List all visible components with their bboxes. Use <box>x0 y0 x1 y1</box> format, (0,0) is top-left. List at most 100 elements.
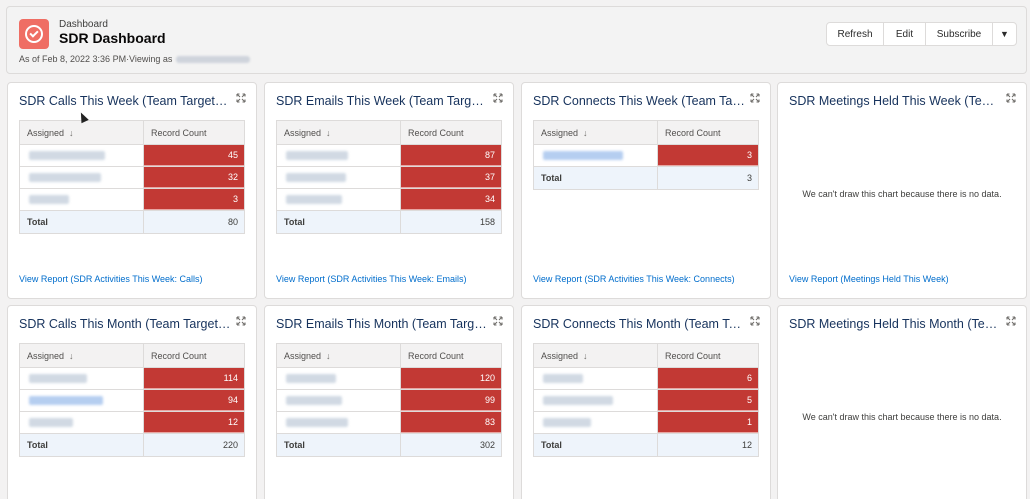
assigned-cell <box>20 412 144 433</box>
redacted-name <box>29 374 87 383</box>
table-row: 1 <box>534 412 758 434</box>
edit-button[interactable]: Edit <box>883 22 926 46</box>
redacted-name <box>286 151 348 160</box>
table-header: Assigned ↓ Record Count <box>277 121 501 145</box>
total-row: Total 220 <box>20 434 244 456</box>
column-header-assigned[interactable]: Assigned ↓ <box>277 344 401 367</box>
sort-arrow-icon: ↓ <box>583 127 588 138</box>
total-value: 3 <box>746 173 752 183</box>
table-row: 5 <box>534 390 758 412</box>
column-header-record-count[interactable]: Record Count <box>665 127 721 138</box>
view-report-link[interactable]: View Report (Meetings Held This Week) <box>789 274 949 284</box>
total-label: Total <box>277 211 401 233</box>
record-count-bar[interactable]: 6 <box>658 368 758 389</box>
expand-icon[interactable] <box>236 93 246 103</box>
refresh-button[interactable]: Refresh <box>826 22 884 46</box>
breadcrumb[interactable]: Dashboard <box>59 19 108 30</box>
assigned-cell <box>20 390 144 411</box>
record-count-bar[interactable]: 94 <box>144 390 244 411</box>
record-count-bar[interactable]: 87 <box>401 145 501 166</box>
record-count-bar[interactable]: 45 <box>144 145 244 166</box>
record-count-bar[interactable]: 114 <box>144 368 244 389</box>
card-emails-this-week: SDR Emails This Week (Team Target=... As… <box>264 82 514 299</box>
expand-icon[interactable] <box>1006 93 1016 103</box>
card-connects-this-week: SDR Connects This Week (Team Targ... Ass… <box>521 82 771 299</box>
redacted-name <box>286 396 342 405</box>
redacted-name <box>286 195 342 204</box>
record-count-bar[interactable]: 1 <box>658 412 758 433</box>
report-table: Assigned ↓ Record Count 6 5 1 Total 12 <box>533 343 759 457</box>
total-row: Total 12 <box>534 434 758 456</box>
table-row: 114 <box>20 368 244 390</box>
record-count-bar[interactable]: 3 <box>658 145 758 166</box>
table-row: 120 <box>277 368 501 390</box>
subscribe-button[interactable]: Subscribe <box>925 22 993 46</box>
page-title: SDR Dashboard <box>59 30 166 46</box>
assigned-cell <box>277 189 401 210</box>
redacted-name <box>29 151 105 160</box>
record-count-bar[interactable]: 83 <box>401 412 501 433</box>
record-count-bar[interactable]: 32 <box>144 167 244 188</box>
column-header-assigned[interactable]: Assigned ↓ <box>20 344 144 367</box>
assigned-cell <box>20 189 144 210</box>
assigned-cell <box>20 368 144 389</box>
column-label: Assigned <box>541 350 579 361</box>
total-label: Total <box>534 167 658 189</box>
card-calls-this-week: SDR Calls This Week (Team Target=12... A… <box>7 82 257 299</box>
redacted-name <box>543 151 623 160</box>
table-row: 94 <box>20 390 244 412</box>
column-header-record-count[interactable]: Record Count <box>408 350 464 361</box>
record-count-bar[interactable]: 3 <box>144 189 244 210</box>
more-actions-chevron-down-icon[interactable]: ▼ <box>992 22 1017 46</box>
expand-icon[interactable] <box>750 316 760 326</box>
table-header: Assigned ↓ Record Count <box>20 121 244 145</box>
as-of-text: As of Feb 8, 2022 3:36 PM·Viewing as <box>19 54 173 64</box>
expand-icon[interactable] <box>493 93 503 103</box>
expand-icon[interactable] <box>1006 316 1016 326</box>
sort-arrow-icon: ↓ <box>326 127 331 138</box>
sort-arrow-icon: ↓ <box>69 350 74 361</box>
card-title: SDR Meetings Held This Month (Team... <box>789 317 1001 331</box>
assigned-cell <box>534 412 658 433</box>
card-title: SDR Connects This Week (Team Targ... <box>533 94 745 108</box>
card-title: SDR Meetings Held This Week (Team ... <box>789 94 1001 108</box>
column-header-record-count[interactable]: Record Count <box>151 127 207 138</box>
card-calls-this-month: SDR Calls This Month (Team Target: 4... … <box>7 305 257 499</box>
column-header-assigned[interactable]: Assigned ↓ <box>277 121 401 144</box>
redacted-name <box>286 173 346 182</box>
dashboard-header: Dashboard SDR Dashboard As of Feb 8, 202… <box>6 6 1027 74</box>
view-report-link[interactable]: View Report (SDR Activities This Week: E… <box>276 274 467 284</box>
card-title: SDR Calls This Month (Team Target: 4... <box>19 317 231 331</box>
total-label: Total <box>534 434 658 456</box>
expand-icon[interactable] <box>750 93 760 103</box>
table-row: 32 <box>20 167 244 189</box>
record-count-bar[interactable]: 37 <box>401 167 501 188</box>
expand-icon[interactable] <box>236 316 246 326</box>
column-header-record-count[interactable]: Record Count <box>665 350 721 361</box>
card-meetings-this-week: SDR Meetings Held This Week (Team ... We… <box>777 82 1027 299</box>
assigned-cell <box>277 412 401 433</box>
total-row: Total 302 <box>277 434 501 456</box>
column-header-assigned[interactable]: Assigned ↓ <box>20 121 144 144</box>
record-count-bar[interactable]: 99 <box>401 390 501 411</box>
report-table: Assigned ↓ Record Count 45 32 3 Total 80 <box>19 120 245 234</box>
column-label: Assigned <box>27 127 65 138</box>
column-header-assigned[interactable]: Assigned ↓ <box>534 121 658 144</box>
total-label: Total <box>20 434 144 456</box>
view-report-link[interactable]: View Report (SDR Activities This Week: C… <box>19 274 203 284</box>
assigned-cell <box>534 368 658 389</box>
expand-icon[interactable] <box>493 316 503 326</box>
total-row: Total 80 <box>20 211 244 233</box>
column-header-record-count[interactable]: Record Count <box>408 127 464 138</box>
record-count-bar[interactable]: 12 <box>144 412 244 433</box>
card-title: SDR Emails This Month (Team Target: ... <box>276 317 488 331</box>
header-button-group: Refresh Edit Subscribe ▼ <box>826 22 1017 46</box>
column-label: Assigned <box>284 350 322 361</box>
view-report-link[interactable]: View Report (SDR Activities This Week: C… <box>533 274 735 284</box>
redacted-name <box>29 396 103 405</box>
column-header-record-count[interactable]: Record Count <box>151 350 207 361</box>
record-count-bar[interactable]: 120 <box>401 368 501 389</box>
record-count-bar[interactable]: 5 <box>658 390 758 411</box>
record-count-bar[interactable]: 34 <box>401 189 501 210</box>
column-header-assigned[interactable]: Assigned ↓ <box>534 344 658 367</box>
